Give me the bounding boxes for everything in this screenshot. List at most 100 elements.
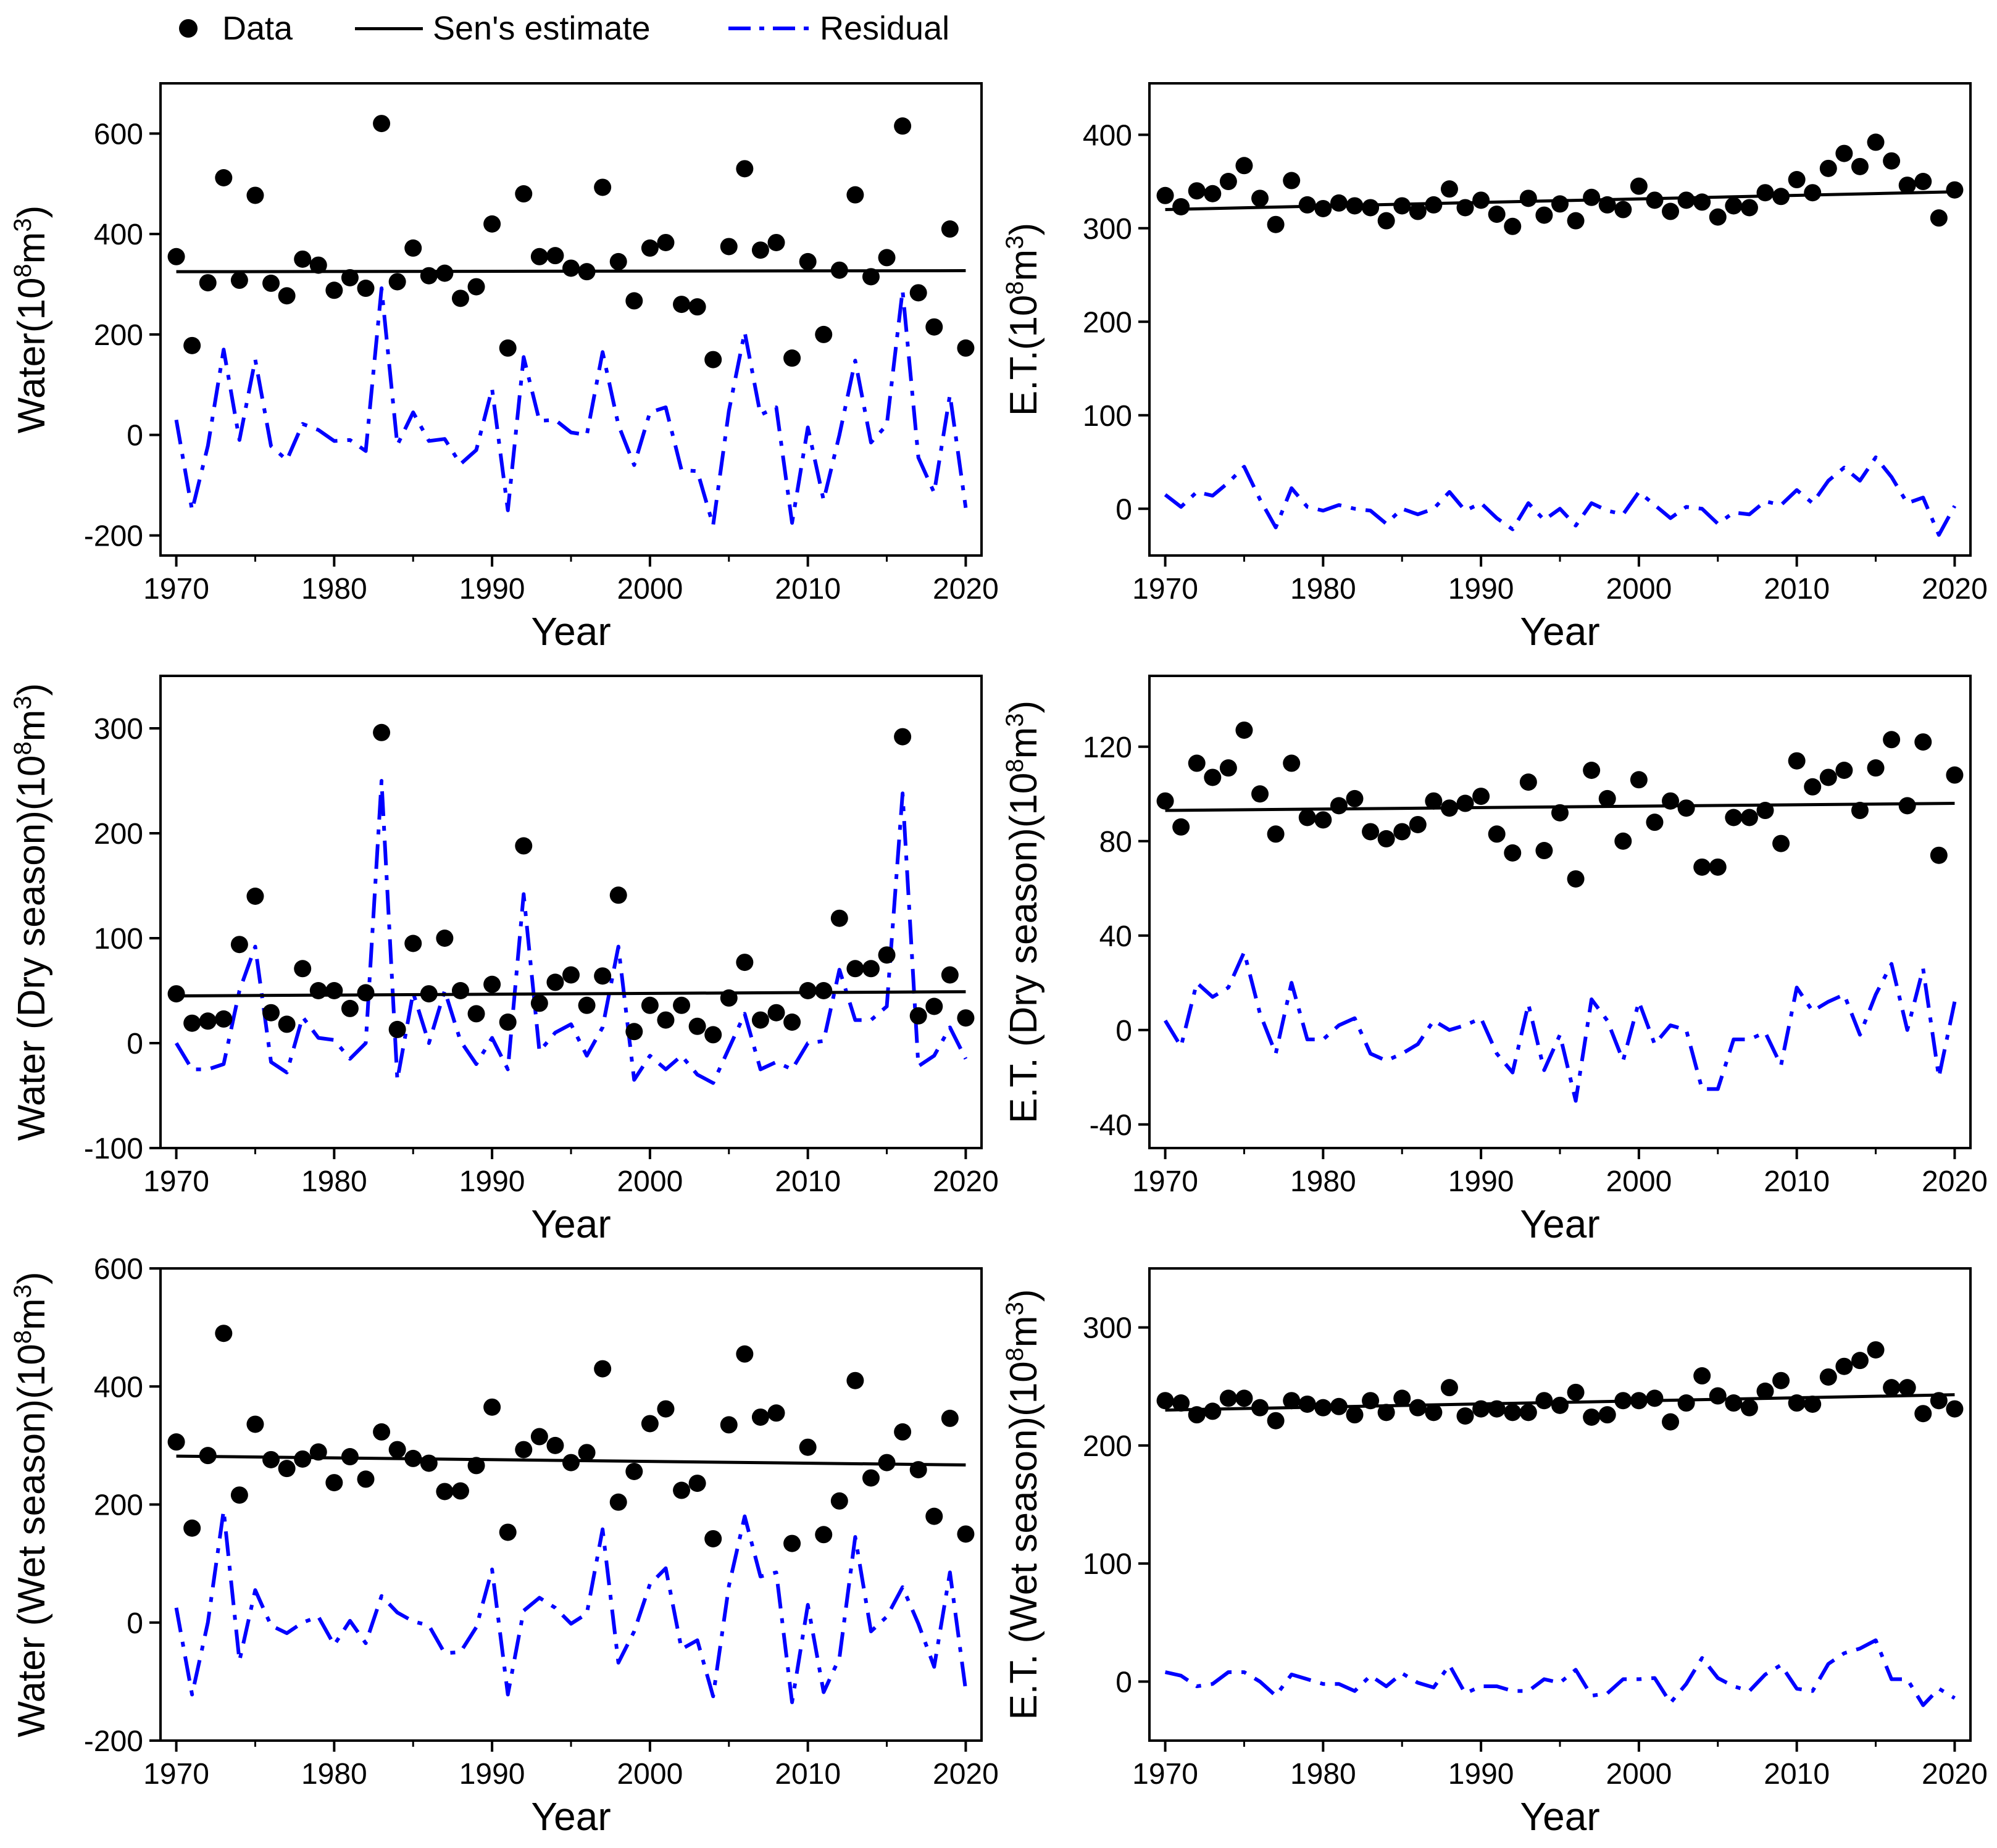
x-tick-label: 1980 — [1290, 1758, 1356, 1791]
y-tick-label: 400 — [1083, 119, 1132, 152]
x-axis-label: Year — [531, 1202, 611, 1246]
y-tick-label: -40 — [1090, 1109, 1132, 1142]
data-point — [1235, 157, 1253, 175]
data-point — [1172, 818, 1190, 836]
data-point — [1867, 759, 1885, 777]
plot-frame — [1148, 1267, 1972, 1742]
data-point — [878, 946, 896, 964]
data-point — [1298, 1395, 1316, 1413]
data-point — [609, 252, 627, 270]
y-tick-label: 0 — [1115, 493, 1132, 526]
x-tick-label: 1970 — [143, 1165, 209, 1198]
data-point — [736, 954, 754, 972]
data-point — [799, 982, 817, 999]
data-point — [1346, 1406, 1364, 1424]
x-tick-label: 2020 — [1922, 573, 1988, 606]
y-axis-label-part: m — [10, 1298, 53, 1330]
data-point — [846, 186, 864, 204]
data-point — [1283, 754, 1301, 772]
data-point — [1740, 1399, 1758, 1417]
data-point — [388, 1441, 406, 1459]
x-tick-label: 2020 — [933, 1758, 998, 1791]
data-point — [1330, 1397, 1348, 1415]
data-point — [1835, 1357, 1853, 1375]
data-point — [1472, 1400, 1490, 1418]
data-point — [1188, 182, 1206, 200]
data-point — [1440, 180, 1458, 198]
sen-estimate-line — [176, 990, 966, 997]
data-point — [1519, 189, 1537, 207]
y-tick-label: 200 — [94, 1489, 143, 1522]
data-point — [1440, 799, 1458, 817]
legend-data-label: Data — [222, 10, 293, 47]
data-point — [1898, 1379, 1916, 1397]
y-axis-label: Water (Wet season)(108m3) — [9, 1272, 53, 1737]
data-point — [1662, 792, 1680, 810]
data-point — [1362, 199, 1380, 217]
data-point — [546, 247, 564, 265]
data-point — [530, 1428, 548, 1446]
data-point — [846, 1371, 864, 1389]
data-point — [1251, 1399, 1269, 1417]
data-point — [1393, 823, 1411, 841]
data-point — [1377, 830, 1395, 847]
data-point — [641, 239, 659, 257]
legend-sen-label: Sen's estimate — [433, 10, 651, 47]
data-point — [815, 1526, 833, 1544]
y-axis-label: Water(108m3) — [9, 206, 53, 433]
data-point — [1235, 1389, 1253, 1407]
data-point — [1456, 199, 1474, 217]
data-point — [1819, 768, 1837, 786]
plot-frame — [159, 82, 983, 557]
data-point — [388, 1020, 406, 1038]
data-point — [404, 239, 422, 257]
data-point — [1693, 1367, 1711, 1385]
y-axis-label-superscript: 3 — [9, 1284, 36, 1298]
x-tick-label: 1990 — [1448, 573, 1514, 606]
data-point — [1346, 789, 1364, 807]
data-point — [1677, 1394, 1695, 1412]
data-point — [515, 1441, 533, 1459]
y-tick-label: 80 — [1099, 826, 1132, 859]
chart-et-dry-season: 1970 1980 1990 2000 2010 2020 -40 0 40 80 120 Year E… — [1001, 675, 1988, 1246]
data-point — [199, 1447, 217, 1465]
data-point — [1551, 1396, 1569, 1414]
data-point — [436, 930, 454, 947]
data-point — [1156, 186, 1174, 204]
data-point — [1535, 1392, 1553, 1410]
data-point — [1646, 814, 1664, 831]
data-point — [1804, 1395, 1822, 1413]
data-point — [594, 967, 612, 985]
data-point — [1740, 809, 1758, 826]
y-tick-label: -100 — [84, 1133, 143, 1165]
data-point — [215, 1010, 233, 1028]
data-point — [1567, 870, 1585, 888]
data-point — [294, 960, 312, 978]
legend-sen-line — [355, 27, 423, 30]
y-axis-label-part: E.T.(10 — [1003, 295, 1045, 416]
data-point — [262, 1451, 280, 1468]
data-point — [862, 960, 880, 978]
data-point — [1883, 1379, 1901, 1397]
data-point — [1425, 1404, 1443, 1421]
x-tick-label: 1980 — [301, 573, 367, 606]
data-point — [1535, 206, 1553, 224]
data-point — [1788, 752, 1806, 770]
data-point — [167, 985, 185, 1003]
x-tick-label: 2020 — [933, 573, 998, 606]
data-point — [1440, 1379, 1458, 1397]
data-point — [894, 1423, 912, 1441]
data-point — [1172, 198, 1190, 215]
data-point — [767, 233, 785, 251]
data-point — [1709, 858, 1727, 876]
data-point — [1914, 1405, 1932, 1423]
data-point — [1709, 1387, 1727, 1405]
data-point — [325, 281, 343, 299]
residual-series-line — [1164, 455, 1957, 537]
y-tick-label: 0 — [127, 1028, 143, 1060]
data-point — [1488, 206, 1506, 223]
data-point — [420, 1454, 438, 1472]
data-point — [1409, 815, 1427, 833]
y-tick-label: 200 — [94, 818, 143, 851]
data-point — [246, 186, 264, 204]
